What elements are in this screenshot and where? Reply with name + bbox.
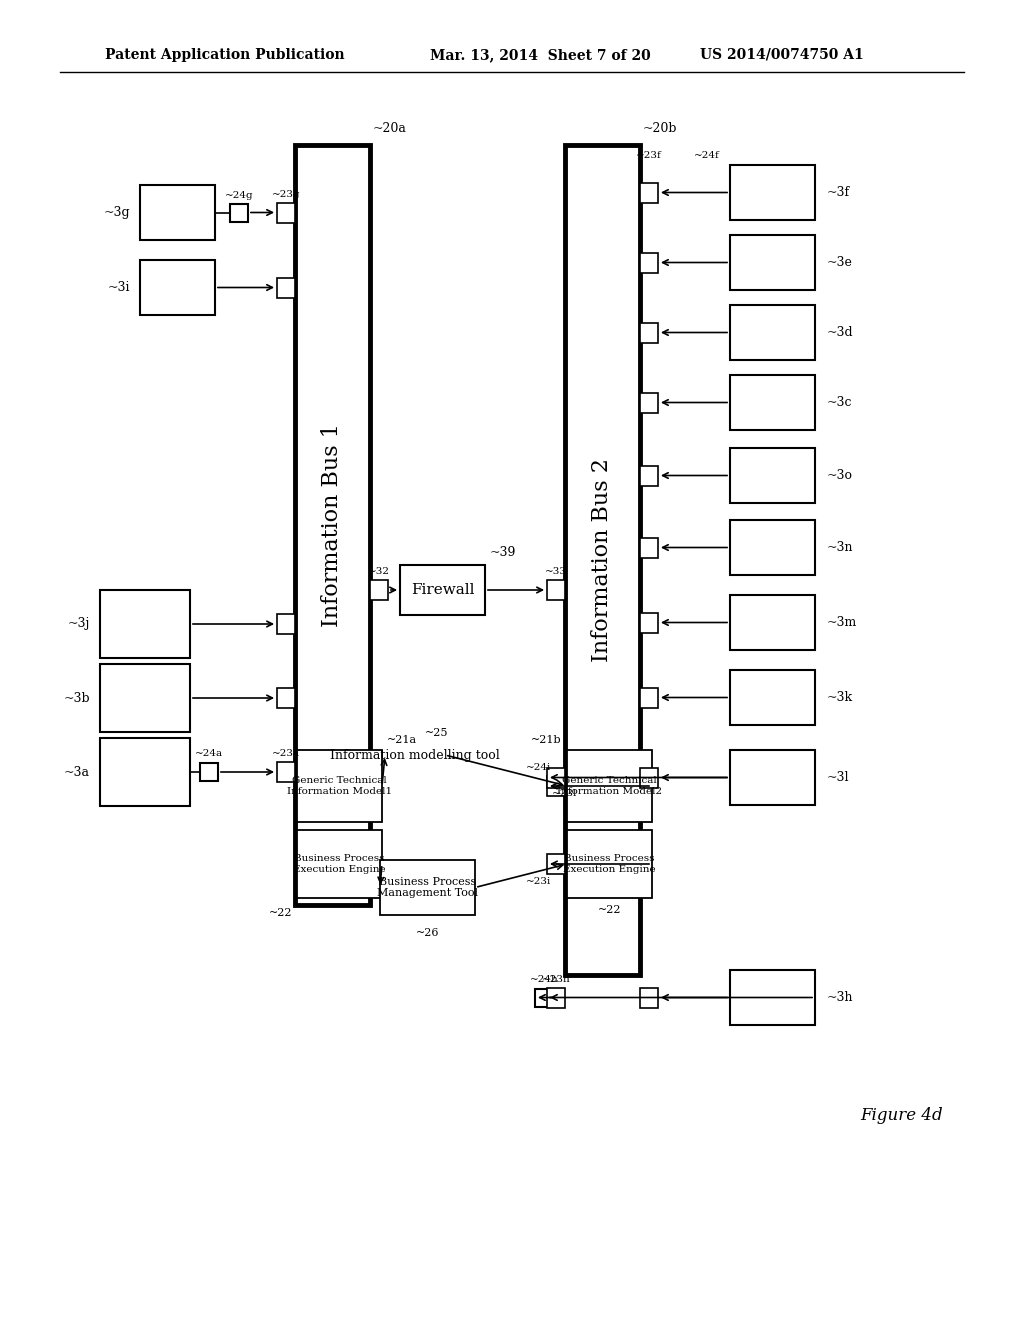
Text: ~24i: ~24i [525,763,551,772]
Text: Firewall: Firewall [411,583,474,597]
Text: ~24h: ~24h [529,975,558,983]
Bar [567,750,652,822]
Bar [730,671,815,725]
Text: Generic Technical
Information Model1: Generic Technical Information Model1 [287,776,392,796]
Bar [730,595,815,649]
Bar [640,987,658,1007]
Text: ~25: ~25 [425,729,449,738]
Text: Generic Technical
Information Model2: Generic Technical Information Model2 [557,776,663,796]
Bar [278,614,295,634]
Text: ~26: ~26 [416,928,439,939]
Text: Information Bus 2: Information Bus 2 [592,458,613,661]
Bar [640,252,658,272]
Bar [380,861,475,915]
Text: ~3n: ~3n [827,541,853,554]
Bar [297,750,382,822]
Text: ~23i: ~23i [525,878,551,887]
Bar [278,202,295,223]
Bar [730,235,815,290]
Text: ~22: ~22 [268,908,292,917]
Bar [140,185,215,240]
Bar [640,466,658,486]
Bar [140,260,215,315]
Text: ~24f: ~24f [694,150,720,160]
Bar [535,989,553,1006]
Text: ~22: ~22 [598,906,622,915]
Text: ~3k: ~3k [827,690,853,704]
Text: Mar. 13, 2014  Sheet 7 of 20: Mar. 13, 2014 Sheet 7 of 20 [430,48,650,62]
Text: Information Bus 1: Information Bus 1 [322,424,343,627]
Text: ~3m: ~3m [827,616,857,630]
Bar [547,854,565,874]
Text: ~3f: ~3f [827,186,850,199]
Text: ~24a: ~24a [195,750,223,759]
Bar [370,579,388,601]
Bar [565,145,640,975]
Text: Business Process
Execution Engine: Business Process Execution Engine [563,854,655,874]
Bar [640,537,658,557]
Bar [547,767,565,788]
Bar [547,987,565,1007]
Bar [730,520,815,576]
Bar [640,688,658,708]
Text: ~3g: ~3g [103,206,130,219]
Text: Business Process
Execution Engine: Business Process Execution Engine [293,854,386,874]
Bar [100,664,190,733]
Text: ~3d: ~3d [827,326,854,339]
Text: ~20a: ~20a [373,121,407,135]
Text: ~3c: ~3c [827,396,853,409]
Bar [640,182,658,202]
Bar [295,145,370,906]
Text: ~21a: ~21a [387,735,417,744]
Text: ~3b: ~3b [63,692,90,705]
Bar [730,970,815,1026]
Bar [640,612,658,632]
Bar [567,830,652,898]
Bar [640,767,658,788]
Bar [278,762,295,781]
Text: ~3a: ~3a [63,766,90,779]
Bar [278,277,295,297]
Text: ~3i: ~3i [108,281,130,294]
Bar [400,565,485,615]
Text: ~3j: ~3j [68,618,90,631]
Bar [547,776,565,796]
Text: ~20b: ~20b [643,121,678,135]
Text: ~23g: ~23g [271,190,300,199]
Text: ~23l: ~23l [552,789,578,799]
Text: ~21b: ~21b [531,735,562,744]
Text: ~23a: ~23a [272,750,300,759]
Text: ~3l: ~3l [827,771,850,784]
Text: Information modelling tool: Information modelling tool [330,748,500,762]
Bar [100,590,190,657]
Bar [547,579,565,601]
Bar [730,447,815,503]
Text: ~3o: ~3o [827,469,853,482]
Text: ~23h: ~23h [542,975,570,983]
Text: Figure 4d: Figure 4d [860,1106,943,1123]
Text: Business Process
Management Tool: Business Process Management Tool [377,876,478,899]
Bar [200,763,218,781]
Text: ~3h: ~3h [827,991,853,1005]
Text: ~39: ~39 [490,546,516,560]
Bar [230,203,248,222]
Text: ~23f: ~23f [636,150,662,160]
Bar [100,738,190,807]
Text: Patent Application Publication: Patent Application Publication [105,48,345,62]
Bar [730,375,815,430]
Text: ~3e: ~3e [827,256,853,269]
Bar [730,750,815,805]
Bar [730,165,815,220]
Bar [730,305,815,360]
Text: ~24g: ~24g [224,191,253,201]
Text: ~32: ~32 [368,568,390,577]
Bar [640,392,658,412]
Bar [640,322,658,342]
Text: US 2014/0074750 A1: US 2014/0074750 A1 [700,48,864,62]
Bar [297,830,382,898]
Bar [278,688,295,708]
Text: ~33: ~33 [545,568,567,577]
